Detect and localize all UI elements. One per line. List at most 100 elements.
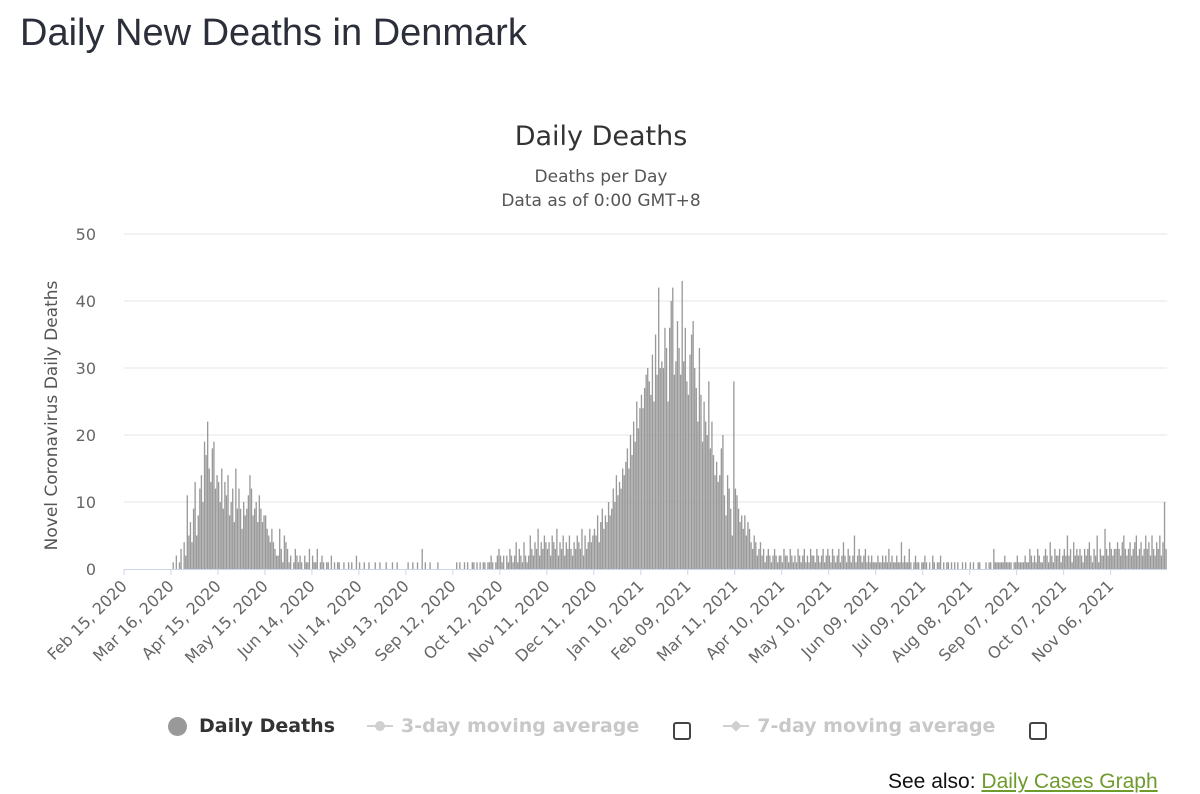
bar (1105, 548, 1108, 569)
bar (736, 495, 738, 569)
bar (824, 562, 826, 569)
bar (189, 522, 192, 569)
bar (618, 481, 621, 569)
bar (1137, 555, 1139, 569)
bar (385, 562, 387, 569)
legend-item-daily-deaths[interactable]: Daily Deaths (168, 715, 335, 737)
bar (816, 548, 818, 569)
bar (622, 468, 624, 569)
bar (695, 388, 697, 569)
bar (1029, 548, 1031, 569)
bar (307, 562, 309, 569)
bar (296, 555, 298, 569)
bar (656, 374, 658, 569)
bar (282, 562, 284, 569)
bar (1068, 555, 1070, 569)
bar (755, 542, 757, 569)
bar (636, 401, 638, 569)
bar (172, 562, 174, 569)
bar (734, 488, 737, 569)
bar (313, 562, 315, 569)
bar (233, 522, 235, 569)
bar (396, 562, 398, 569)
bar (1116, 542, 1119, 569)
bar (589, 528, 591, 569)
bar (664, 327, 666, 569)
legend-item-3-day-average[interactable]: 3-day moving average (367, 715, 639, 737)
bar (809, 548, 812, 569)
bar (374, 562, 376, 569)
bar (213, 441, 215, 569)
bar (1063, 548, 1065, 569)
bar (723, 495, 726, 569)
bar (834, 562, 837, 569)
bar (1035, 562, 1037, 569)
7-day-average-checkbox[interactable] (1029, 722, 1048, 740)
bar (831, 548, 834, 569)
bar (773, 548, 776, 569)
bar (188, 535, 190, 569)
bar (703, 401, 705, 569)
bar (515, 542, 517, 569)
bar (1073, 542, 1075, 569)
bar (675, 361, 677, 569)
bar (845, 562, 848, 569)
bar (783, 548, 785, 569)
bar (961, 562, 964, 569)
legend-item-7-day-average[interactable]: 7-day moving average (723, 715, 995, 737)
bar (852, 555, 854, 569)
bar (208, 468, 210, 569)
bar (943, 562, 945, 569)
bar (683, 361, 685, 569)
bar (487, 562, 489, 569)
bar (553, 542, 555, 569)
bar (560, 548, 563, 569)
bar (1145, 535, 1147, 569)
bar (1049, 542, 1051, 569)
page-title: Daily New Deaths in Denmark (20, 12, 527, 54)
bar (333, 562, 336, 569)
bar (579, 548, 582, 569)
bar (528, 555, 530, 569)
bar (585, 548, 588, 569)
bar (863, 555, 865, 569)
bar (239, 508, 242, 569)
bar (766, 555, 768, 569)
bar (802, 555, 804, 569)
bar (543, 535, 546, 569)
bar (769, 555, 771, 569)
y-tick-label: 50 (76, 225, 96, 244)
bar (913, 562, 915, 569)
3-day-average-checkbox[interactable] (673, 722, 692, 740)
bar (639, 408, 641, 569)
x-tick-label: Mar 11, 2021 (653, 576, 742, 665)
bar (235, 468, 237, 569)
bar (708, 381, 710, 569)
bar (565, 542, 567, 569)
bar (850, 562, 852, 569)
bar (513, 555, 516, 569)
bar (833, 555, 835, 569)
bar (507, 562, 510, 569)
x-tick-label: Nov 11, 2020 (464, 576, 553, 665)
bar (609, 515, 611, 569)
bar (600, 522, 602, 569)
bar (615, 475, 618, 569)
bar (244, 515, 246, 569)
bar (1001, 562, 1003, 569)
bar (1044, 548, 1047, 569)
bar (293, 562, 295, 569)
bar (772, 555, 774, 569)
daily-deaths-chart: Daily Deaths Deaths per Day Data as of 0… (42, 121, 1167, 667)
bar (355, 555, 358, 569)
bar (570, 548, 572, 569)
bar (611, 508, 613, 569)
bar (922, 562, 925, 569)
bar (869, 562, 871, 569)
bar (274, 548, 276, 569)
bar (701, 441, 704, 569)
bar (523, 542, 525, 569)
bar (1058, 548, 1061, 569)
bar (1101, 555, 1103, 569)
bar (512, 562, 514, 569)
